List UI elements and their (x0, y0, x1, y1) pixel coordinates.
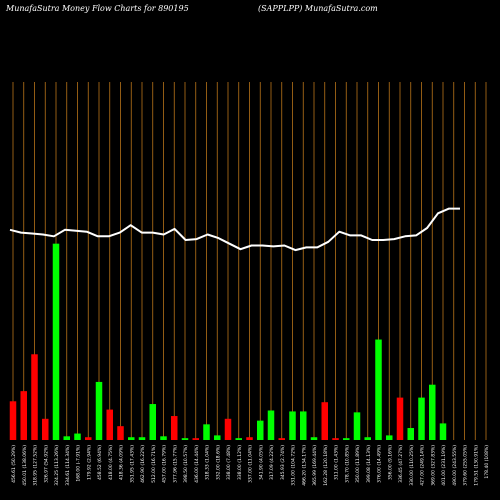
x-tick-label: 458.52 (6.94%) (97, 445, 103, 480)
x-tick-label: 512.00 (16.71%) (151, 445, 157, 483)
bar (257, 420, 264, 440)
x-tick-label: 334.61 (114.34%) (65, 445, 71, 486)
x-tick-label: 462.90 (16.22%) (140, 445, 146, 483)
x-tick-label: 338.00 (1.12%) (237, 445, 243, 480)
bar (289, 411, 296, 440)
x-tick-label: 168.00 (-7.91%) (76, 445, 82, 482)
x-tick-label: 317.09 (4.22%) (269, 445, 275, 480)
bar (396, 397, 404, 440)
x-tick-label: 490.00 (243.55%) (452, 445, 458, 486)
bar (117, 426, 124, 440)
x-tick-label: 466.20 (134.17%) (301, 445, 307, 486)
bar (343, 438, 350, 440)
bar (386, 435, 393, 440)
x-tick-label: 457.00 (16.79%) (162, 445, 168, 483)
x-tick-label: 324.25 (113.26%) (54, 445, 60, 486)
bar (9, 401, 17, 440)
money-flow-line-path (9, 207, 460, 252)
bar (95, 381, 103, 440)
bar (224, 418, 232, 440)
chart-title: MunafaSutra Money Flow Charts for 890195 (6, 4, 189, 13)
x-tick-label: 330.00 (110.25%) (409, 445, 415, 486)
bar (203, 424, 210, 440)
bar (407, 428, 414, 440)
x-tick-label: 179.92 (2.94%) (86, 445, 92, 480)
x-tick-label: 378.70 (10.85%) (344, 445, 350, 483)
bar (192, 438, 199, 440)
x-tick-label: 401.00 (231.19%) (441, 445, 447, 486)
x-tick-label: 351.95 (17.43%) (129, 445, 135, 483)
bar (138, 437, 146, 440)
x-tick-label: 318.33 (1.04%) (205, 445, 211, 480)
bar (332, 438, 339, 440)
bar (160, 436, 167, 440)
x-tick-label: 365.99 (169.44%) (312, 445, 318, 486)
x-tick-label: 377.96 (15.77%) (172, 445, 178, 483)
x-tick-label: 350.00 (11.89%) (355, 445, 361, 483)
x-tick-label: 345.93 (2.74%) (280, 445, 286, 480)
bar (20, 391, 27, 440)
bar (364, 437, 371, 440)
x-tick-label: 436.00 (14.44%) (194, 445, 200, 483)
x-tick-label: 398.50 (10.57%) (183, 445, 189, 483)
x-tick-label: 427.00 (249.14%) (420, 445, 426, 486)
bar (418, 397, 425, 440)
bar (74, 433, 81, 440)
chart-subtitle: (SAPPLPP) MunafaSutra.com (258, 4, 378, 13)
x-tick-label: 338.00 (7.48%) (226, 445, 232, 480)
bar (85, 437, 92, 440)
x-tick-label: 356.00 (9.16%) (387, 445, 393, 480)
x-tick-label: 450.01 (138.06%) (22, 445, 28, 486)
x-tick-label: 178.40 (108%) (484, 445, 490, 479)
x-tick-labels: 456.61 (50.29%) 450.01 (138.06%) 318.95 (1… (11, 445, 490, 486)
bar (321, 402, 328, 440)
bar (63, 436, 70, 440)
money-flow-line (9, 207, 460, 252)
bar (353, 412, 361, 440)
bar (429, 384, 436, 440)
bar (171, 416, 178, 440)
bar (300, 411, 307, 440)
x-tick-label: 399.08 (14.13%) (366, 445, 372, 483)
bar (106, 409, 113, 440)
x-tick-label: 326.97 (54.92%) (43, 445, 49, 483)
bar (246, 437, 253, 440)
x-tick-label: 318.95 (127.52%) (33, 445, 39, 486)
x-tick-label: 162.28 (120.18%) (323, 445, 329, 486)
x-tick-label: 418.36 (4.09%) (119, 445, 125, 480)
bar (375, 339, 382, 440)
bar (128, 437, 135, 440)
bar (31, 354, 38, 440)
x-tick-label: 331.00 (104.72%) (291, 445, 297, 486)
bar (42, 418, 49, 440)
bar (310, 437, 318, 440)
x-tick-label: 336.45 (47.27%) (398, 445, 404, 483)
bars (9, 243, 447, 440)
x-tick-label: 379.60 (255.05%) (463, 445, 469, 486)
x-tick-label: 376.00 (14.49%) (377, 445, 383, 483)
x-tick-label: 337.00 (11.04%) (248, 445, 254, 483)
bar (235, 438, 242, 440)
grid-lines (12, 82, 487, 440)
x-tick-label: 332.00 (18.6%) (215, 445, 221, 480)
bar (181, 438, 189, 440)
bar (214, 435, 221, 440)
bar (267, 410, 275, 440)
bar (439, 423, 447, 440)
x-tick-label: 179.51 (130.91%) (473, 445, 479, 486)
x-tick-label: 418.00 (4.75%) (108, 445, 114, 480)
bar (149, 404, 156, 440)
x-tick-label: 311.00 (1.43%) (334, 445, 340, 480)
x-tick-label: 456.61 (50.29%) (11, 445, 17, 483)
bar (52, 243, 60, 440)
bar (278, 438, 285, 440)
x-tick-label: 341.90 (4.05%) (258, 445, 264, 480)
x-tick-label: 369.00 (327.83%) (430, 445, 436, 486)
